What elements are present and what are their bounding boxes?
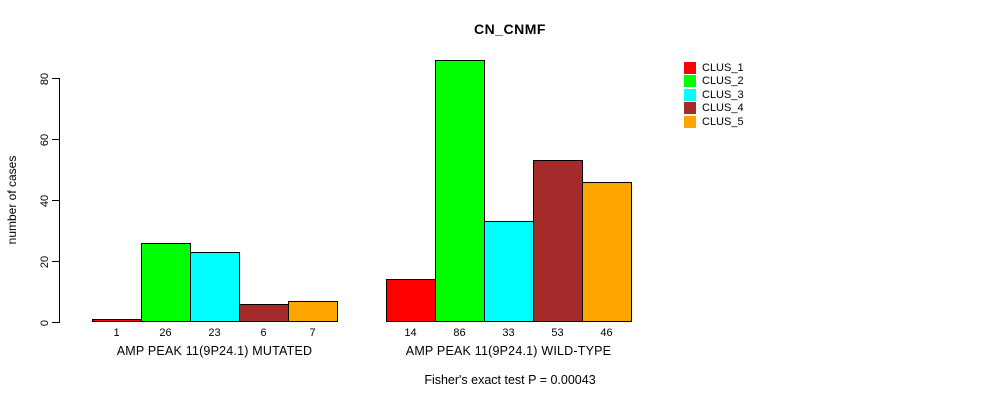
bar-value-label: 46 bbox=[600, 327, 613, 339]
bar-clus_3-group2 bbox=[484, 221, 534, 322]
y-axis-label: number of cases bbox=[5, 155, 19, 245]
bar-clus_2-group1 bbox=[141, 243, 191, 322]
legend-item-clus_2: CLUS_2 bbox=[684, 75, 744, 89]
group-label: AMP PEAK 11(9P24.1) MUTATED bbox=[116, 344, 313, 358]
bar-clus_1-group2 bbox=[386, 279, 436, 322]
legend-swatch bbox=[684, 102, 696, 115]
y-tick bbox=[52, 78, 59, 79]
bar-value-label: 7 bbox=[309, 327, 316, 339]
legend-label: CLUS_5 bbox=[702, 115, 744, 128]
legend-label: CLUS_2 bbox=[702, 75, 744, 88]
bar-clus_5-group1 bbox=[288, 301, 338, 322]
bar-value-label: 23 bbox=[208, 327, 221, 339]
legend-swatch bbox=[684, 88, 696, 101]
legend-item-clus_1: CLUS_1 bbox=[684, 61, 744, 75]
y-tick bbox=[52, 322, 59, 323]
y-tick-label: 40 bbox=[39, 194, 51, 207]
y-tick-label: 0 bbox=[39, 319, 51, 326]
bar-clus_4-group1 bbox=[239, 304, 289, 322]
bar-value-label: 53 bbox=[551, 327, 564, 339]
y-axis bbox=[59, 78, 60, 323]
legend-item-clus_3: CLUS_3 bbox=[684, 88, 744, 102]
y-tick-label: 80 bbox=[39, 72, 51, 85]
legend-label: CLUS_1 bbox=[702, 61, 744, 74]
bar-clus_3-group1 bbox=[190, 252, 240, 322]
footnote: Fisher's exact test P = 0.00043 bbox=[424, 373, 596, 387]
bar-clus_5-group2 bbox=[582, 182, 632, 322]
y-tick bbox=[52, 139, 59, 140]
legend-swatch bbox=[684, 61, 696, 74]
legend-label: CLUS_4 bbox=[702, 102, 744, 115]
legend-item-clus_4: CLUS_4 bbox=[684, 102, 744, 116]
bar-value-label: 86 bbox=[453, 327, 466, 339]
y-tick-label: 60 bbox=[39, 133, 51, 146]
legend-item-clus_5: CLUS_5 bbox=[684, 115, 744, 129]
group-label: AMP PEAK 11(9P24.1) WILD-TYPE bbox=[405, 344, 612, 358]
y-tick bbox=[52, 261, 59, 262]
legend-label: CLUS_3 bbox=[702, 88, 744, 101]
chart-title: CN_CNMF bbox=[474, 21, 546, 37]
bar-value-label: 6 bbox=[260, 327, 267, 339]
bar-value-label: 1 bbox=[113, 327, 120, 339]
legend-swatch bbox=[684, 115, 696, 128]
y-tick-label: 20 bbox=[39, 255, 51, 268]
bar-clus_1-group1 bbox=[92, 319, 142, 322]
bar-value-label: 26 bbox=[159, 327, 172, 339]
bar-clus_4-group2 bbox=[533, 160, 583, 322]
bar-value-label: 14 bbox=[404, 327, 417, 339]
bar-clus_2-group2 bbox=[435, 60, 485, 322]
legend-swatch bbox=[684, 75, 696, 88]
legend: CLUS_1 CLUS_2 CLUS_3 CLUS_4 CLUS_5 bbox=[684, 61, 744, 129]
bar-value-label: 33 bbox=[502, 327, 515, 339]
y-tick bbox=[52, 200, 59, 201]
